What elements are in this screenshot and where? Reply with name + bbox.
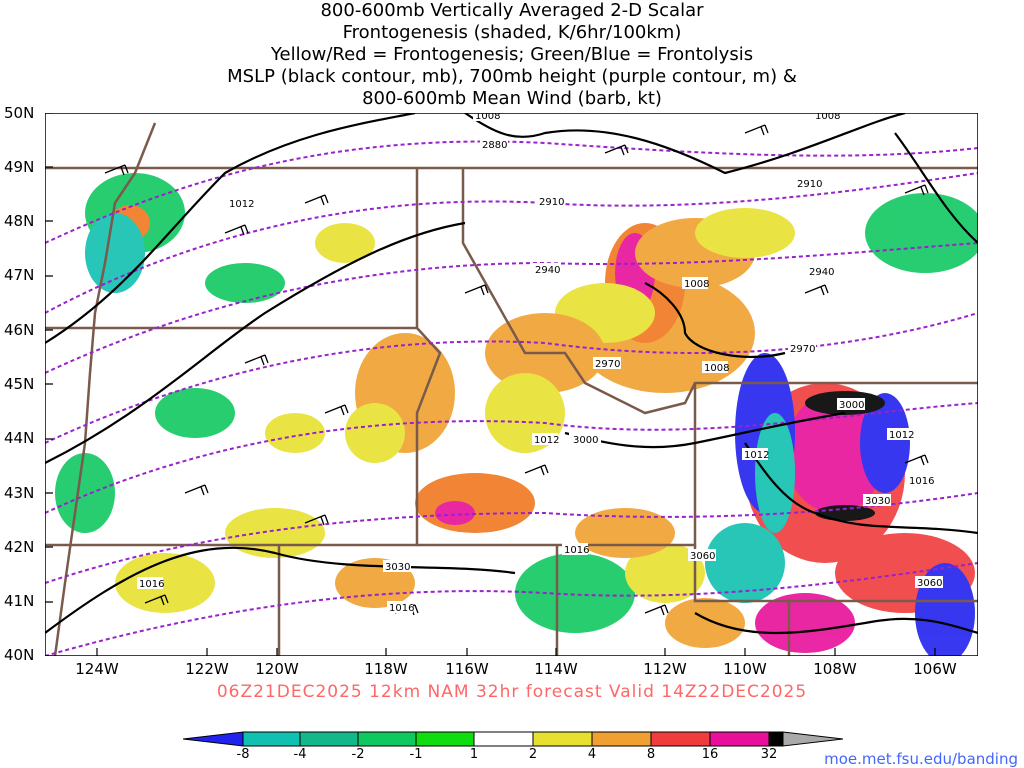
svg-text:3060: 3060 (690, 551, 715, 562)
height-label: 3030 (383, 560, 411, 573)
svg-text:1008: 1008 (475, 113, 500, 122)
lon-label: 122W (185, 660, 229, 678)
lat-label: 47N (4, 266, 35, 284)
lon-label: 108W (813, 660, 857, 678)
forecast-valid-time: 06Z21DEC2025 12km NAM 32hr forecast Vali… (216, 682, 808, 702)
colorbar-label: 16 (701, 747, 719, 762)
lat-label: 50N (4, 104, 35, 122)
svg-text:1012: 1012 (889, 430, 914, 441)
mslp-label: 1016 (137, 577, 164, 590)
height-label: 3000 (837, 398, 865, 411)
contour-labels: 1012 1008 1008 1008 1008 1012 1012 1012 … (137, 113, 943, 614)
mslp-label: 1012 (227, 197, 254, 210)
colorbar-label: -2 (351, 747, 365, 762)
lon-label: 124W (75, 660, 119, 678)
lon-label: 110W (723, 660, 767, 678)
mslp-contours (45, 113, 978, 635)
svg-text:3030: 3030 (865, 496, 890, 507)
axis-ticks (45, 113, 936, 656)
svg-text:1008: 1008 (684, 279, 709, 290)
lat-label: 44N (4, 429, 35, 447)
height-label: 3000 (569, 433, 601, 446)
mslp-label: 1008 (682, 277, 709, 290)
lon-label: 114W (534, 660, 578, 678)
frontogenesis-map: 1012 1008 1008 1008 1008 1012 1012 1012 … (45, 113, 978, 656)
svg-text:2970: 2970 (595, 359, 620, 370)
svg-text:1016: 1016 (909, 476, 934, 487)
svg-text:2940: 2940 (535, 265, 560, 276)
height-label: 3030 (863, 494, 891, 507)
svg-text:2880: 2880 (482, 140, 507, 151)
mslp-label: 1008 (473, 113, 500, 122)
mslp-label: 1012 (887, 428, 914, 441)
svg-text:1012: 1012 (229, 199, 254, 210)
title-line-5: 800-600mb Mean Wind (barb, kt) (362, 88, 662, 109)
title-line-3: Yellow/Red = Frontogenesis; Green/Blue =… (270, 44, 754, 65)
lon-label: 118W (364, 660, 408, 678)
svg-text:1012: 1012 (534, 435, 559, 446)
mslp-label: 1008 (702, 361, 729, 374)
lat-label: 42N (4, 538, 35, 556)
title-line-4: MSLP (black contour, mb), 700mb height (… (227, 66, 797, 87)
height-contours (45, 140, 978, 656)
svg-text:1016: 1016 (389, 603, 414, 614)
height-label: 2940 (807, 265, 835, 278)
height-label: 2940 (533, 263, 561, 276)
svg-text:2910: 2910 (539, 197, 564, 208)
height-label: 2910 (537, 195, 565, 208)
colorbar-label: 2 (528, 747, 538, 762)
height-label: 2970 (788, 342, 816, 355)
svg-text:1012: 1012 (744, 450, 769, 461)
svg-text:1008: 1008 (704, 363, 729, 374)
colorbar-label: 8 (646, 747, 656, 762)
height-label: 2910 (795, 177, 823, 190)
title-line-2: Frontogenesis (shaded, K/6hr/100km) (342, 22, 682, 43)
lat-label: 41N (4, 592, 35, 610)
state-borders (45, 122, 978, 656)
mslp-label: 1016 (387, 601, 414, 614)
lon-label: 120W (255, 660, 299, 678)
height-label: 3060 (688, 549, 716, 562)
lat-label: 45N (4, 375, 35, 393)
colorbar-label: 1 (469, 747, 479, 762)
svg-text:1016: 1016 (564, 545, 589, 556)
mslp-label: 1008 (813, 113, 840, 122)
mslp-label: 1016 (562, 543, 589, 556)
lon-label: 112W (643, 660, 687, 678)
lat-label: 49N (4, 158, 35, 176)
svg-text:3000: 3000 (573, 435, 598, 446)
lat-label: 48N (4, 212, 35, 230)
height-label: 2880 (480, 138, 508, 151)
lon-label: 116W (445, 660, 489, 678)
svg-text:1016: 1016 (139, 579, 164, 590)
lat-label: 46N (4, 321, 35, 339)
svg-text:3060: 3060 (917, 578, 942, 589)
svg-text:1008: 1008 (815, 113, 840, 122)
mslp-label: 1012 (532, 433, 559, 446)
mslp-label: 1016 (907, 474, 934, 487)
source-credit-link[interactable]: moe.met.fsu.edu/banding (824, 750, 1018, 768)
colorbar (183, 731, 843, 747)
colorbar-label: 32 (760, 747, 778, 762)
svg-text:2940: 2940 (809, 267, 834, 278)
svg-text:2910: 2910 (797, 179, 822, 190)
svg-text:2970: 2970 (790, 344, 815, 355)
svg-text:3000: 3000 (839, 400, 864, 411)
height-label: 2970 (593, 357, 621, 370)
lat-label: 43N (4, 484, 35, 502)
svg-text:3030: 3030 (385, 562, 410, 573)
mslp-label: 1012 (742, 448, 769, 461)
colorbar-label: -4 (293, 747, 307, 762)
colorbar-label: 4 (587, 747, 597, 762)
lon-label: 106W (913, 660, 957, 678)
title-line-1: 800-600mb Vertically Averaged 2-D Scalar (320, 0, 704, 21)
height-label: 3060 (915, 576, 943, 589)
colorbar-label: -8 (236, 747, 250, 762)
colorbar-label: -1 (409, 747, 423, 762)
lat-label: 40N (4, 646, 35, 664)
